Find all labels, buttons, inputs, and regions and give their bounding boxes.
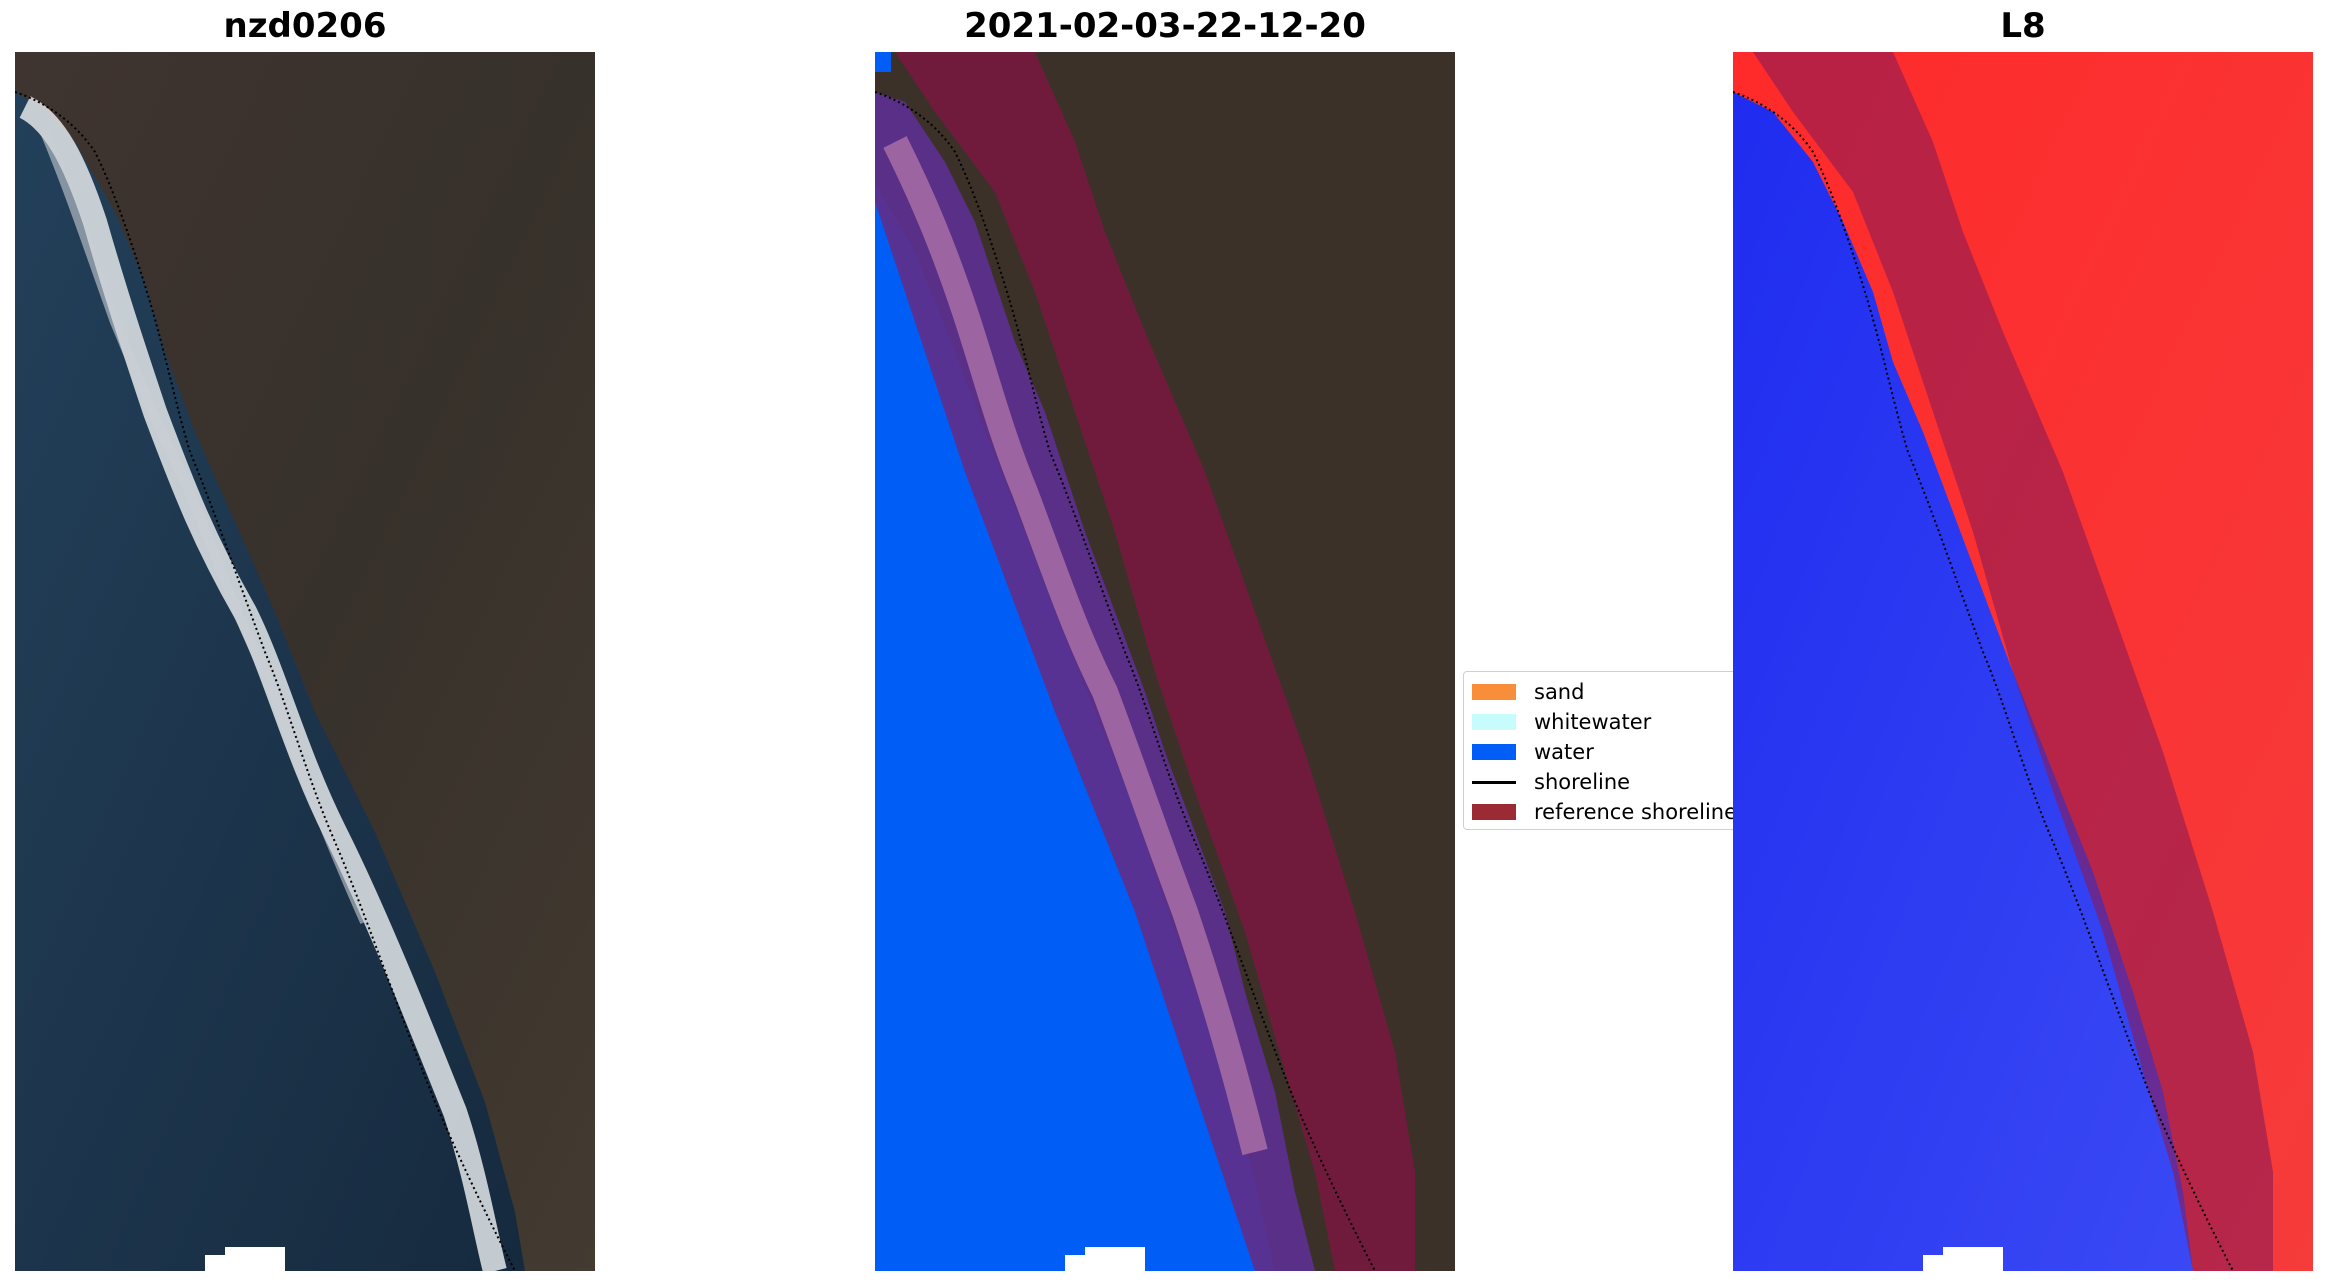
nodata-patch xyxy=(205,1255,285,1271)
classified-image xyxy=(875,52,1455,1271)
nodata-patch xyxy=(1065,1255,1145,1271)
reference-shoreline-buffer xyxy=(1753,52,2273,1271)
legend-swatch xyxy=(1472,684,1516,700)
legend-swatch xyxy=(1472,804,1516,820)
legend-label: shoreline xyxy=(1534,770,1631,794)
panel-title-index: L8 xyxy=(2000,6,2046,46)
legend-item-water: water xyxy=(1472,738,1594,766)
shoreline xyxy=(15,91,516,1271)
water-index-area xyxy=(1733,92,2193,1271)
reference-shoreline-buffer xyxy=(895,52,1415,1271)
panel-title-classified: 2021-02-03-22-12-20 xyxy=(964,6,1366,46)
shoreline xyxy=(875,91,1376,1271)
nodata-patch xyxy=(1085,1247,1145,1257)
legend-item-sand: sand xyxy=(1472,678,1584,706)
legend-label: whitewater xyxy=(1534,710,1652,734)
legend-item-whitewater: whitewater xyxy=(1472,708,1651,736)
water-class-corner xyxy=(875,52,891,72)
shoreline xyxy=(1733,91,2234,1271)
legend-item-shoreline: shoreline xyxy=(1472,768,1630,796)
surf-zone-inner xyxy=(40,130,370,925)
panel-title-rgb: nzd0206 xyxy=(223,6,387,46)
classified-image-panel xyxy=(875,52,1455,1271)
legend-swatch xyxy=(1472,780,1516,784)
sand-zone xyxy=(883,136,1268,1156)
legend-label: reference shoreline xyxy=(1534,800,1738,824)
legend-label: water xyxy=(1534,740,1594,764)
index-image-panel xyxy=(1733,52,2313,1271)
rgb-image xyxy=(15,52,595,1271)
nodata-patch xyxy=(1943,1247,2003,1257)
legend: sand whitewater water shoreline referenc… xyxy=(1463,671,1739,830)
nodata-patch xyxy=(1923,1255,2003,1271)
legend-swatch xyxy=(1472,744,1516,760)
legend-item-reference-shoreline: reference shoreline xyxy=(1472,798,1737,826)
nodata-patch xyxy=(225,1247,285,1257)
surf-zone xyxy=(19,96,507,1271)
legend-label: sand xyxy=(1534,680,1585,704)
rgb-image-panel xyxy=(15,52,595,1271)
legend-swatch xyxy=(1472,714,1516,730)
index-image xyxy=(1733,52,2313,1271)
